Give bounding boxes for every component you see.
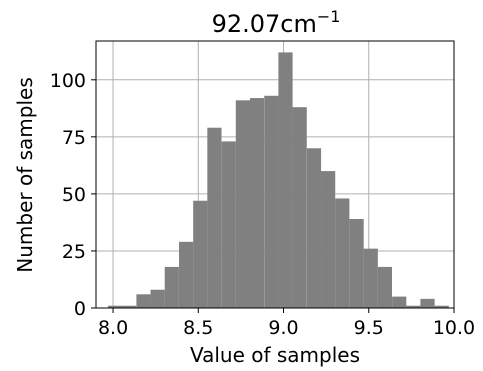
y-tick-label: 100	[50, 70, 86, 92]
histogram-bar	[321, 171, 336, 308]
y-tick-label: 25	[62, 241, 86, 263]
histogram-bar	[221, 141, 236, 308]
histogram-bar	[249, 98, 265, 308]
y-axis-ticks: 0 25 50 75 100	[50, 70, 96, 320]
y-tick-label: 0	[74, 298, 86, 320]
chart-title: 92.07cm−1	[212, 7, 341, 38]
histogram-bar	[136, 294, 151, 308]
histogram-bar	[164, 266, 179, 308]
histogram-bar	[235, 100, 250, 308]
histogram-bar	[207, 127, 222, 308]
plot-frame	[95, 40, 455, 309]
histogram-bar	[306, 148, 322, 308]
y-tick-label: 75	[62, 127, 86, 149]
x-axis-ticks: 8.0 8.5 9.0 9.5 10.0	[98, 308, 475, 339]
histogram-bar	[349, 219, 364, 308]
histogram-bar	[406, 305, 421, 308]
histogram-bar	[420, 298, 435, 308]
x-tick-label: 10.0	[433, 317, 475, 339]
histogram-bar	[107, 305, 123, 308]
x-tick-label: 9.0	[268, 317, 298, 339]
x-tick-label: 8.0	[98, 317, 128, 339]
histogram-bar	[122, 305, 137, 308]
y-tick-label: 50	[62, 184, 86, 206]
x-tick-label: 8.5	[183, 317, 213, 339]
y-axis-label: Number of samples	[13, 77, 37, 272]
chart-title-superscript: −1	[317, 7, 341, 26]
histogram-bar	[377, 266, 392, 308]
histogram-bar	[264, 95, 279, 309]
x-axis-label: Value of samples	[190, 343, 360, 367]
histogram-bar	[292, 107, 307, 308]
chart-title-text: 92.07cm	[212, 10, 317, 38]
histogram-bar	[193, 200, 208, 308]
histogram-bar	[434, 305, 449, 308]
x-tick-label: 9.5	[354, 317, 384, 339]
histogram-bar	[278, 52, 293, 309]
histogram-bar	[179, 241, 194, 308]
bars	[107, 52, 449, 309]
histogram-bar	[363, 248, 378, 308]
histogram-bar	[392, 296, 407, 308]
histogram-bar	[335, 198, 350, 308]
histogram-bar	[150, 289, 165, 308]
